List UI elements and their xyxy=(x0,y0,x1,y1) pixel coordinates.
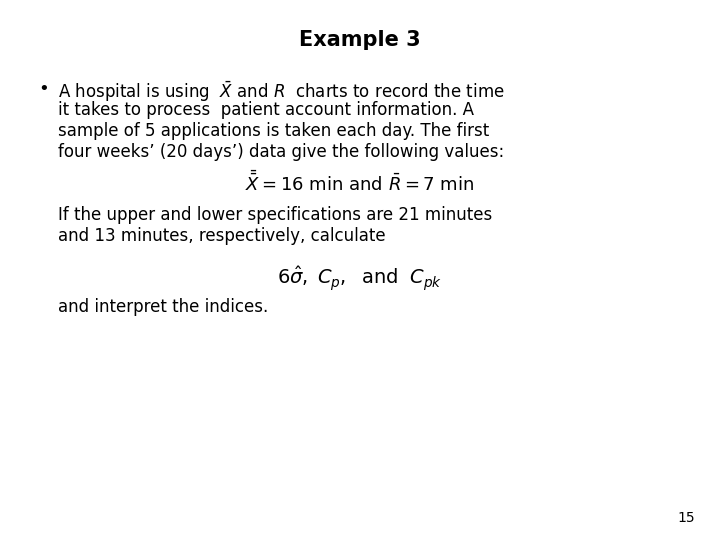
Text: A hospital is using  $\bar{X}$ and $R$  charts to record the time: A hospital is using $\bar{X}$ and $R$ ch… xyxy=(58,80,505,104)
Text: 15: 15 xyxy=(678,511,695,525)
Text: four weeks’ (20 days’) data give the following values:: four weeks’ (20 days’) data give the fol… xyxy=(58,143,504,161)
Text: and interpret the indices.: and interpret the indices. xyxy=(58,299,269,316)
Text: •: • xyxy=(38,80,49,98)
Text: $6\hat{\sigma},\; C_p,\;$ and $\; C_{pk}$: $6\hat{\sigma},\; C_p,\;$ and $\; C_{pk}… xyxy=(277,265,443,293)
Text: If the upper and lower specifications are 21 minutes: If the upper and lower specifications ar… xyxy=(58,206,492,224)
Text: sample of 5 applications is taken each day. The first: sample of 5 applications is taken each d… xyxy=(58,122,490,140)
Text: it takes to process  patient account information. A: it takes to process patient account info… xyxy=(58,101,474,119)
Text: $\bar{\bar{X}} = 16$ min and $\bar{R} = 7$ min: $\bar{\bar{X}} = 16$ min and $\bar{R} = … xyxy=(246,170,474,194)
Text: Example 3: Example 3 xyxy=(300,30,420,50)
Text: and 13 minutes, respectively, calculate: and 13 minutes, respectively, calculate xyxy=(58,227,386,245)
